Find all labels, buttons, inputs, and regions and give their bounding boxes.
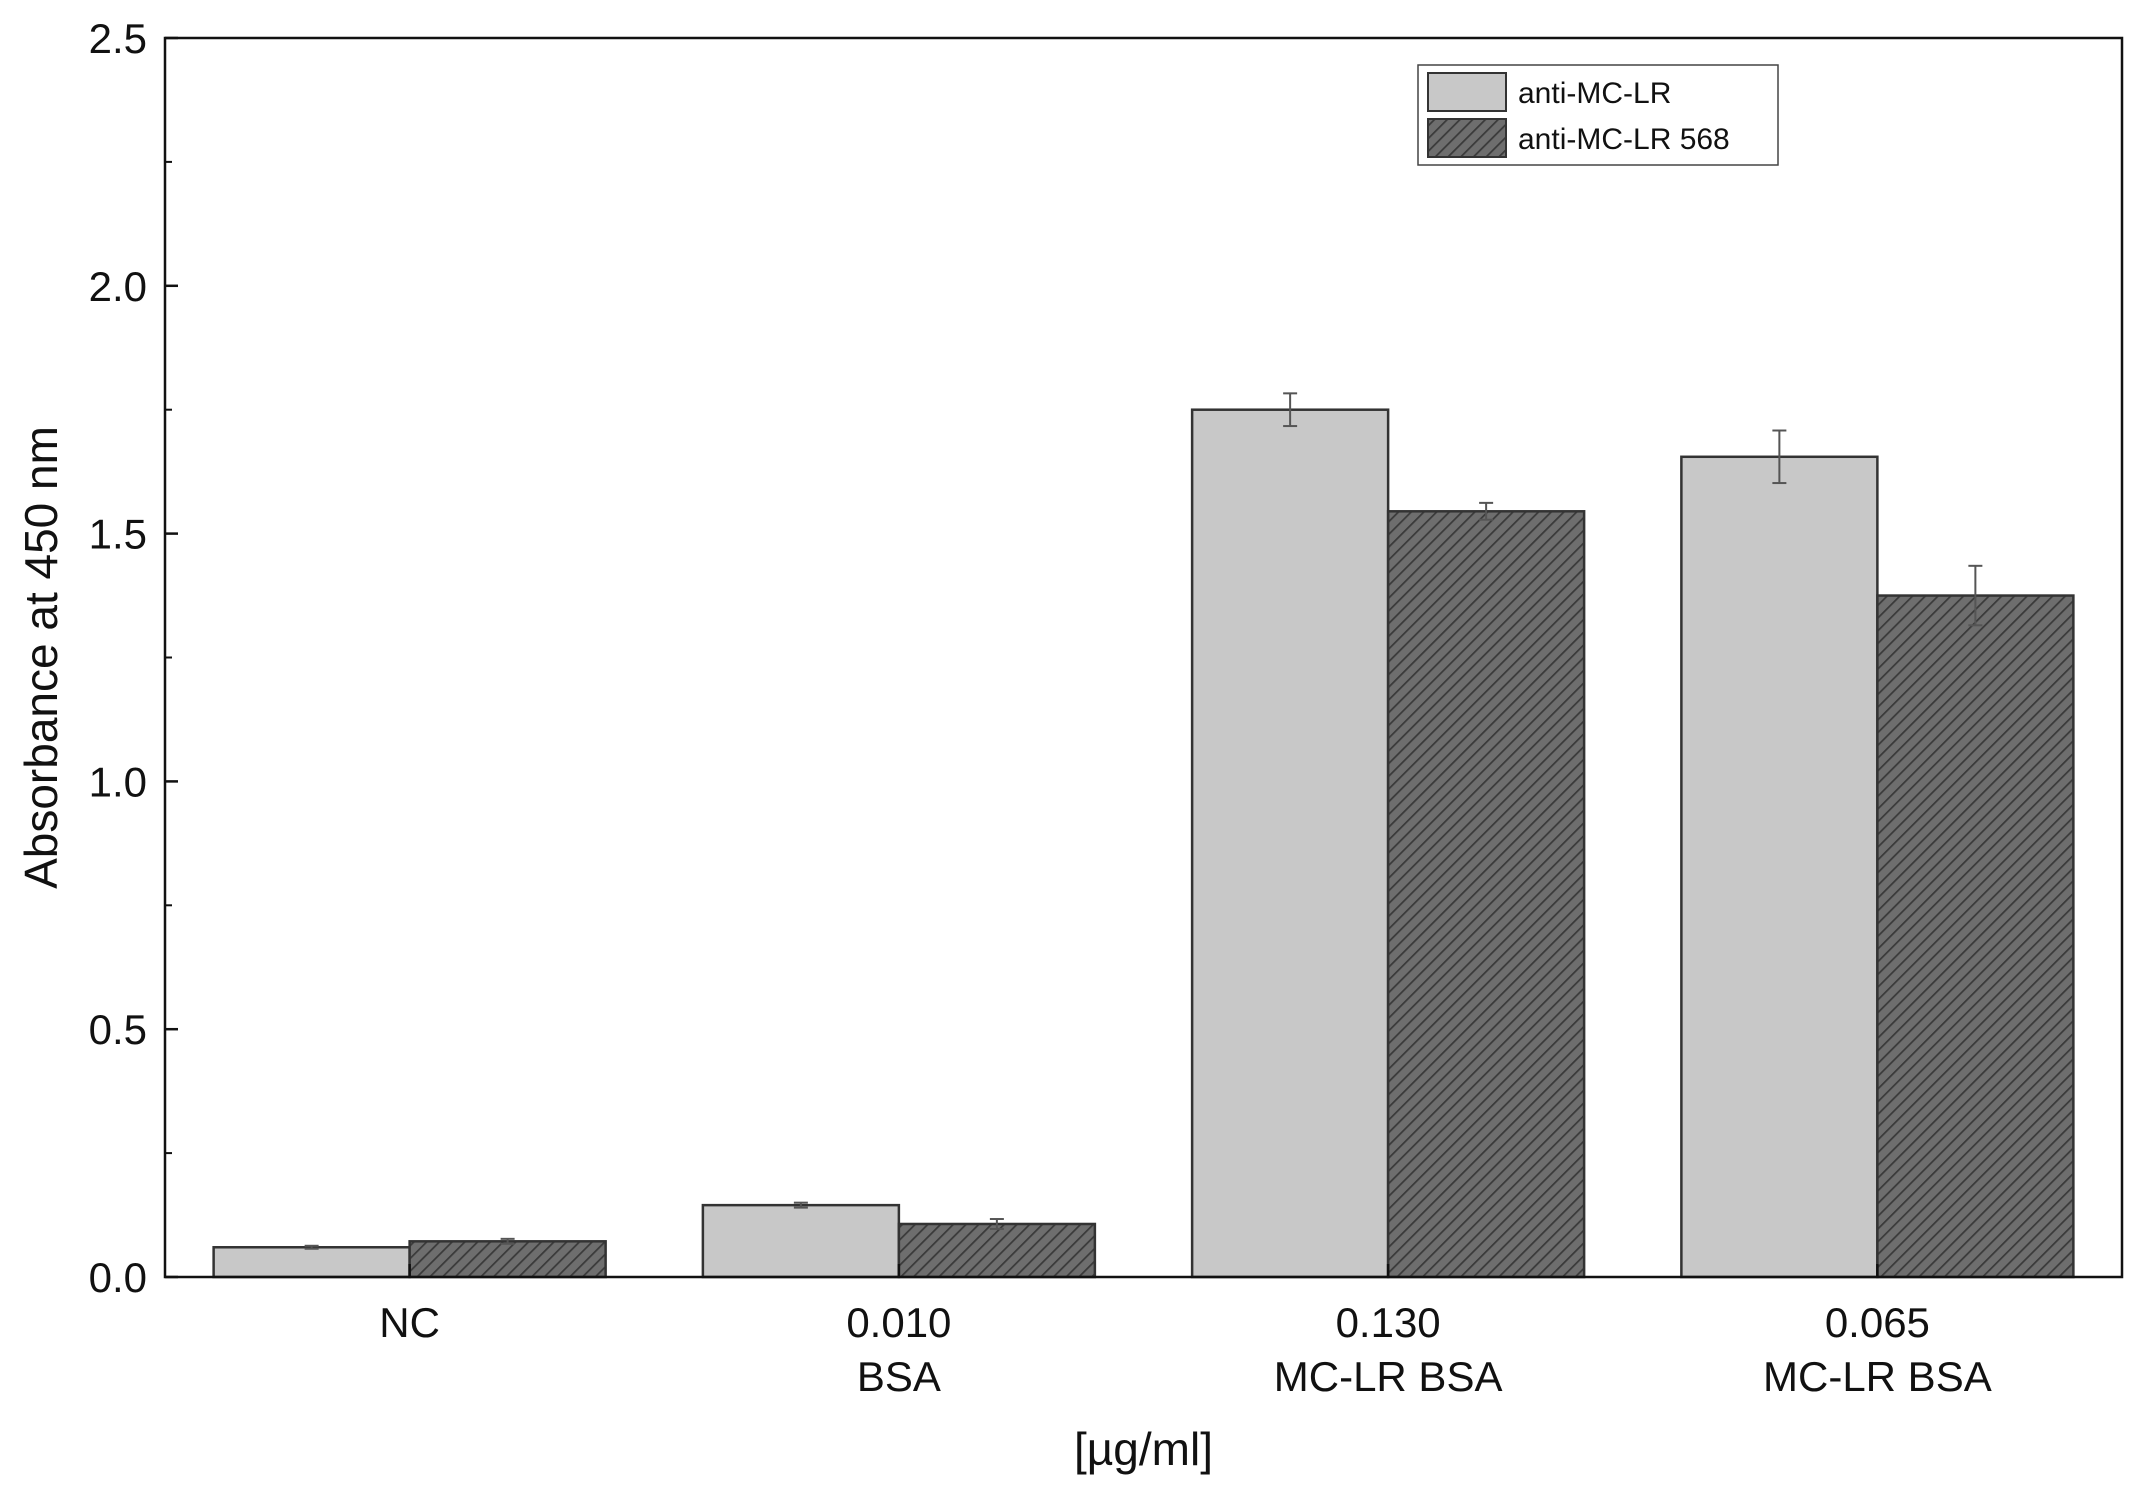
x-tick-sublabel: MC-LR BSA [1274,1353,1503,1400]
x-tick-label: 0.130 [1336,1299,1441,1346]
bar-anti-mc-lr-568 [1386,510,1586,1279]
error-bar [500,1237,515,1245]
x-tick-label: NC [379,1299,440,1346]
bar-anti-mc-lr-568 [1876,594,2075,1279]
error-bar [1968,564,1983,627]
error-bar [1283,392,1298,428]
error-bar [304,1244,319,1250]
bar-anti-mc-lr-568 [897,1222,1097,1279]
bar-anti-mc-lr [1680,455,1879,1279]
y-axis: 0.0 0.5 1.0 1.5 2.0 2.5 [89,15,178,1301]
x-tick-label: 0.010 [846,1299,951,1346]
y-tick-label: 0.0 [89,1254,147,1301]
y-axis-title: Absorbance at 450 nm [15,426,67,889]
error-bar [793,1201,808,1209]
x-axis-title: [µg/ml] [1074,1423,1213,1475]
bar-anti-mc-lr [1190,408,1390,1279]
legend-swatch-anti-mc-lr [1427,72,1507,112]
error-bars-layer [304,392,1983,1250]
bar-anti-mc-lr [701,1203,901,1279]
legend-label-anti-mc-lr: anti-MC-LR [1518,77,1671,110]
bars-layer [212,408,2075,1279]
y-tick-label: 2.0 [89,263,147,310]
y-tick-label: 2.5 [89,15,147,62]
legend-swatch-anti-mc-lr-568 [1427,118,1507,158]
y-tick-label: 1.0 [89,758,147,805]
bar-anti-mc-lr-568 [408,1240,607,1279]
bar-anti-mc-lr [212,1246,411,1279]
error-bar [989,1218,1004,1230]
y-tick-label: 0.5 [89,1006,147,1053]
x-axis: NC 0.010 BSA 0.130 MC-LR BSA 0.065 MC-LR BSA [379,1264,1992,1400]
x-tick-label: 0.065 [1825,1299,1930,1346]
x-tick-sublabel: MC-LR BSA [1763,1353,1992,1400]
legend: anti-MC-LR anti-MC-LR 568 [1417,64,1779,166]
error-bar [1772,429,1787,485]
error-bar [1479,501,1494,521]
y-tick-label: 1.5 [89,511,147,558]
x-tick-sublabel: BSA [857,1353,941,1400]
legend-label-anti-mc-lr-568: anti-MC-LR 568 [1518,123,1730,156]
